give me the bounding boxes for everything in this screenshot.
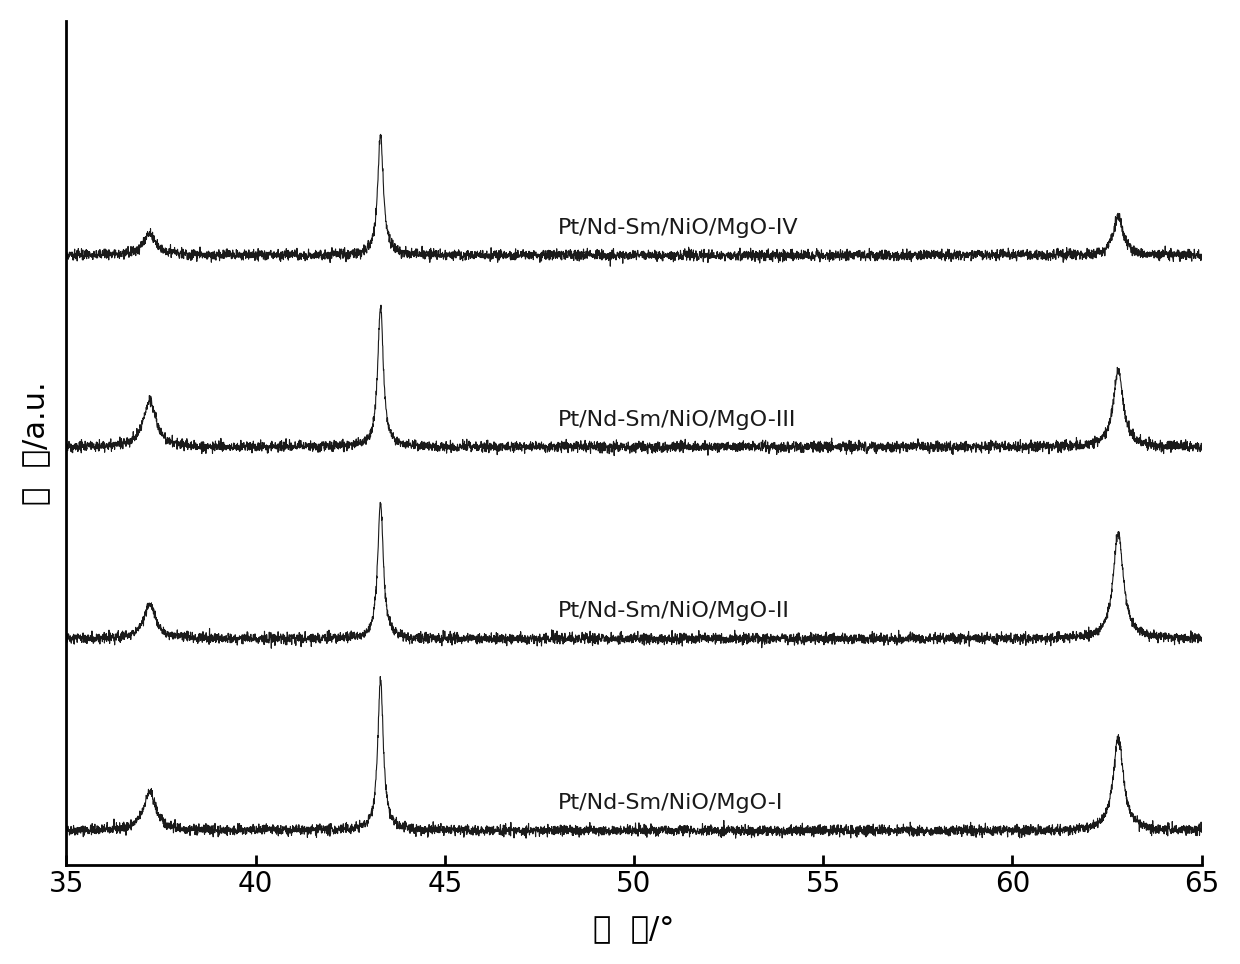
Y-axis label: 强  度/a.u.: 强 度/a.u. bbox=[21, 381, 50, 504]
Text: Pt/Nd-Sm/NiO/MgO-II: Pt/Nd-Sm/NiO/MgO-II bbox=[558, 602, 790, 622]
Text: Pt/Nd-Sm/NiO/MgO-IV: Pt/Nd-Sm/NiO/MgO-IV bbox=[558, 218, 799, 238]
Text: Pt/Nd-Sm/NiO/MgO-III: Pt/Nd-Sm/NiO/MgO-III bbox=[558, 410, 797, 430]
X-axis label: 角  度/°: 角 度/° bbox=[593, 914, 675, 943]
Text: Pt/Nd-Sm/NiO/MgO-I: Pt/Nd-Sm/NiO/MgO-I bbox=[558, 793, 784, 814]
